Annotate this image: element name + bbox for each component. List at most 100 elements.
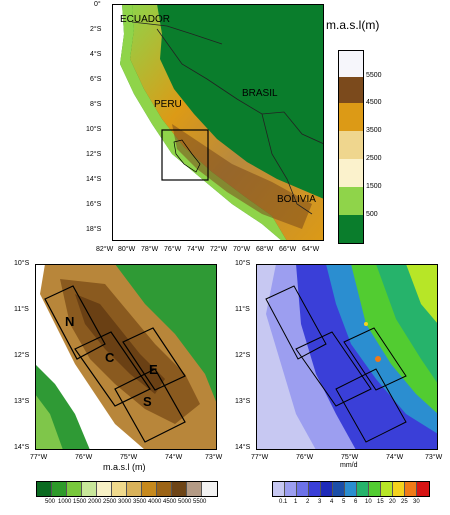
box-c	[74, 331, 151, 407]
lat-tick: 12°S	[86, 151, 102, 158]
precipitation-map	[256, 264, 438, 450]
colorbar-label: 6	[354, 499, 358, 505]
lat-tick: 10°S	[235, 260, 251, 267]
lat-tick: 14°S	[14, 444, 30, 451]
legend-swatch	[339, 77, 363, 103]
lat-tick: 11°S	[235, 306, 250, 313]
colorbar-label: 20	[389, 499, 396, 505]
topography-terrain	[112, 4, 324, 241]
lat-tick: 14°S	[86, 176, 102, 183]
lat-tick: 0°	[94, 1, 101, 8]
legend-label: 1500	[366, 183, 382, 190]
legend-swatch	[339, 51, 363, 77]
lon-tick: 77°W	[30, 454, 48, 461]
colorbar-label: 2000	[88, 499, 102, 505]
lat-tick: 13°S	[14, 398, 30, 405]
elevation-detail-map: N C E S	[35, 264, 217, 450]
label-peru: PERU	[154, 99, 182, 110]
colorbar-label: 2500	[103, 499, 117, 505]
lat-tick: 10°S	[86, 126, 102, 133]
lat-tick: 12°S	[235, 352, 251, 359]
legend-label: 3500	[366, 127, 382, 134]
lon-tick: 80°W	[118, 246, 136, 253]
study-region-box	[161, 129, 209, 181]
box-label-c: C	[105, 350, 115, 365]
lon-tick: 66°W	[279, 246, 297, 253]
legend-swatch	[339, 159, 363, 187]
colorbar-label: 5500	[193, 499, 207, 505]
lat-tick: 12°S	[14, 352, 30, 359]
lat-tick: 2°S	[90, 26, 102, 33]
precip-field	[256, 264, 438, 450]
lon-tick: 68°W	[256, 246, 274, 253]
legend-swatch	[339, 131, 363, 159]
legend-swatch	[339, 215, 363, 243]
colorbar-label: 4500	[163, 499, 177, 505]
elevation-colorbar	[36, 481, 218, 497]
colorbar-label: 4000	[148, 499, 162, 505]
precip-colorbar	[272, 481, 430, 497]
lat-tick: 10°S	[14, 260, 30, 267]
lon-tick: 73°W	[205, 454, 223, 461]
label-bolivia: BOLIVIA	[277, 194, 316, 205]
lat-tick: 14°S	[235, 444, 251, 451]
lat-tick: 4°S	[90, 51, 102, 58]
lon-tick: 76°W	[164, 246, 182, 253]
colorbar-label: 30	[413, 499, 420, 505]
colorbar-label: 3500	[133, 499, 147, 505]
box-n	[44, 285, 106, 360]
lon-tick: 78°W	[141, 246, 159, 253]
lon-tick: 75°W	[120, 454, 138, 461]
colorbar-label: 4	[330, 499, 334, 505]
label-ecuador: ECUADOR	[120, 14, 171, 25]
lon-tick: 73°W	[425, 454, 443, 461]
top-map-unit-title: m.a.s.l(m)	[326, 18, 380, 32]
lat-tick: 13°S	[235, 398, 251, 405]
label-brasil: BRASIL	[242, 88, 278, 99]
lon-tick: 74°W	[187, 246, 205, 253]
box-label-e: E	[149, 362, 158, 377]
lon-tick: 70°W	[233, 246, 251, 253]
colorbar-label: 2	[306, 499, 310, 505]
colorbar-label: 5	[342, 499, 346, 505]
lat-tick: 8°S	[90, 101, 102, 108]
lon-tick: 75°W	[341, 454, 359, 461]
regional-topography-map: ECUADOR PERU BRASIL BOLIVIA	[112, 4, 324, 241]
lon-tick: 74°W	[386, 454, 404, 461]
box-label-s: S	[143, 394, 152, 409]
lat-tick: 18°S	[86, 226, 102, 233]
box-label-n: N	[65, 314, 75, 329]
lon-tick: 76°W	[75, 454, 93, 461]
colorbar-label: 15	[377, 499, 384, 505]
legend-label: 4500	[366, 99, 382, 106]
legend-label: 5500	[366, 72, 382, 79]
colorbar-label: 1	[294, 499, 298, 505]
elevation-terrain	[35, 264, 217, 450]
colorbar-label: 3	[318, 499, 322, 505]
precip-unit-label: mm/d	[340, 462, 358, 469]
top-map-legend	[338, 50, 364, 244]
legend-swatch	[339, 103, 363, 131]
colorbar-label: 0.1	[279, 499, 288, 505]
box-s	[114, 368, 186, 443]
lon-tick: 76°W	[296, 454, 314, 461]
lat-tick: 11°S	[14, 306, 29, 313]
lon-tick: 77°W	[251, 454, 269, 461]
lon-tick: 64°W	[302, 246, 320, 253]
colorbar-label: 500	[45, 499, 56, 505]
lon-tick: 74°W	[165, 454, 183, 461]
lat-tick: 16°S	[86, 201, 102, 208]
colorbar-label: 1500	[73, 499, 87, 505]
lon-tick: 72°W	[210, 246, 228, 253]
colorbar-label: 3000	[118, 499, 132, 505]
elev-unit-label: m.a.s.l (m)	[103, 462, 146, 472]
lat-tick: 6°S	[90, 76, 102, 83]
colorbar-label: 10	[365, 499, 372, 505]
legend-label: 2500	[366, 155, 382, 162]
lon-tick: 82°W	[96, 246, 114, 253]
legend-swatch	[339, 187, 363, 215]
colorbar-label: 1000	[58, 499, 72, 505]
colorbar-label: 5000	[178, 499, 192, 505]
legend-label: 500	[366, 211, 378, 218]
colorbar-label: 25	[401, 499, 408, 505]
